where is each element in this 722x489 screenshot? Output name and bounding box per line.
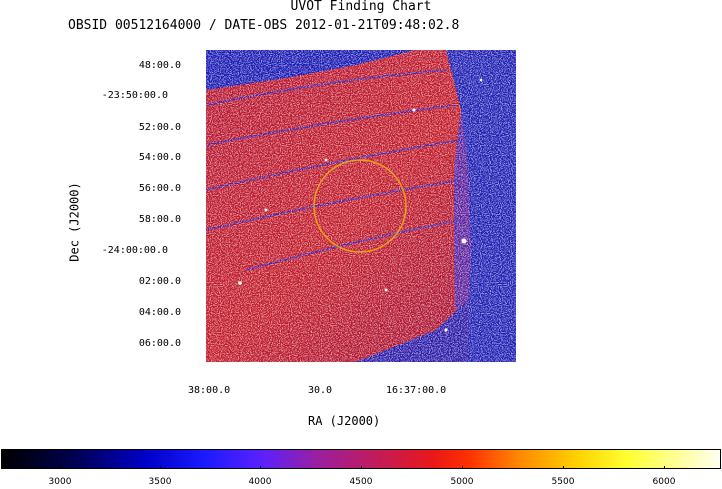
chart-subtitle: OBSID 00512164000 / DATE-OBS 2012-01-21T… <box>68 18 460 33</box>
colorbar-tick-label: 3000 <box>48 477 72 487</box>
dec-tick-label: 06:00.0 <box>138 338 181 349</box>
colorbar-tick-label: 4000 <box>248 477 272 487</box>
pixel-noise <box>206 50 516 362</box>
colorbar-tick-mark <box>260 466 261 469</box>
sky-image-panel[interactable] <box>206 50 516 362</box>
dec-tick-label: 48:00.0 <box>138 60 181 71</box>
colorbar-tick-label: 5000 <box>450 477 474 487</box>
ra-tick-label: 30.0 <box>308 385 333 396</box>
dec-tick-label: -23:50:00.0 <box>101 90 168 101</box>
colorbar-tick-mark <box>160 466 161 469</box>
ra-axis-label: RA (J2000) <box>308 414 381 428</box>
dec-tick-label: -24:00:00.0 <box>101 245 168 256</box>
colorbar-tick-mark <box>563 466 564 469</box>
ra-tick-label: 16:37:00.0 <box>386 385 447 396</box>
colorbar-tick-mark <box>60 466 61 469</box>
colorbar-tick-mark <box>664 466 665 469</box>
dec-tick-label: 58:00.0 <box>138 214 181 225</box>
colorbar-tick-label: 6000 <box>652 477 676 487</box>
dec-tick-label: 04:00.0 <box>138 307 181 318</box>
target-circle <box>313 159 407 253</box>
dec-tick-label: 02:00.0 <box>138 276 181 287</box>
bright-stars <box>238 78 483 332</box>
sky-image <box>206 50 516 362</box>
ra-tick-label: 38:00.0 <box>188 385 231 396</box>
dec-tick-label: 52:00.0 <box>138 122 181 133</box>
colorbar-tick-label: 5500 <box>551 477 575 487</box>
colorbar-tick-label: 4500 <box>349 477 373 487</box>
dec-tick-label: 56:00.0 <box>138 183 181 194</box>
colorbar-tick-mark <box>361 466 362 469</box>
dec-tick-label: 54:00.0 <box>138 152 181 163</box>
colorbar-tick-label: 3500 <box>148 477 172 487</box>
chart-title: UVOT Finding Chart <box>290 0 432 14</box>
colorbar-tick-mark <box>462 466 463 469</box>
